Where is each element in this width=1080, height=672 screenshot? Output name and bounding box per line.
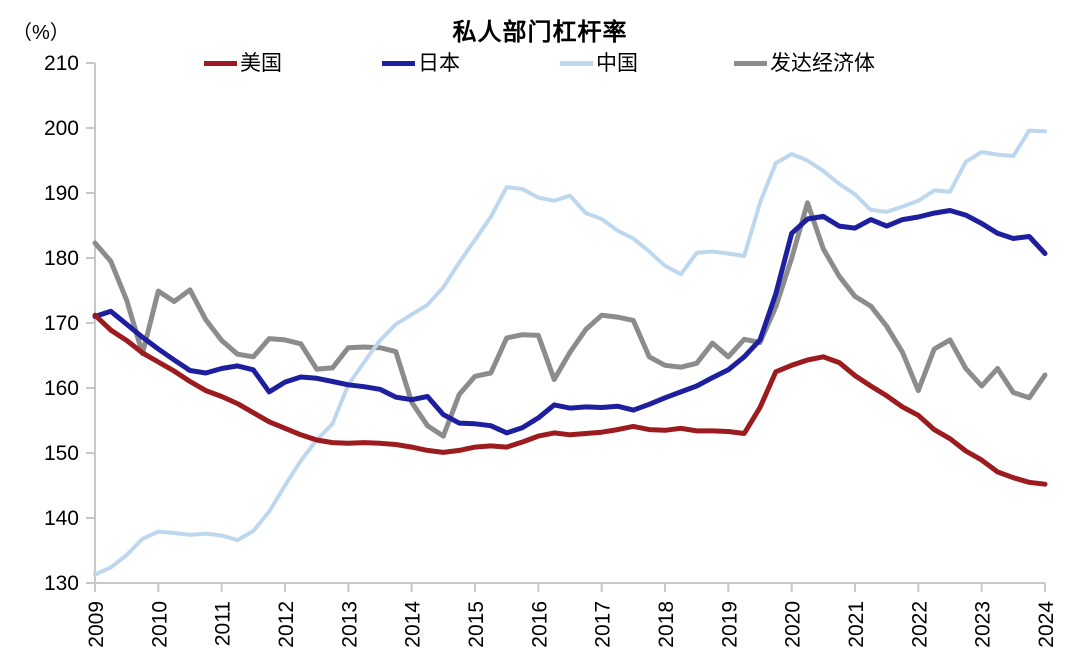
x-tick-label: 2018 [655,601,678,648]
x-tick-label: 2015 [465,601,488,648]
y-axis-unit-label: （%） [12,22,70,44]
x-tick-label: 2012 [275,601,298,648]
legend-swatch-icon [382,60,415,66]
y-tick-label: 180 [44,247,79,270]
legend-label: 中国 [596,51,638,75]
y-tick-label: 200 [44,117,79,140]
x-tick-label: 2022 [908,601,931,648]
y-tick-label: 130 [44,572,79,595]
x-tick-label: 2010 [148,601,171,648]
x-tick-label: 2024 [1035,601,1058,648]
legend-item-美国: 美国 [204,50,282,76]
x-tick-label: 2014 [402,601,425,648]
y-tick-label: 190 [44,182,79,205]
legend-swatch-icon [734,60,767,66]
legend-label: 日本 [418,51,460,75]
series-line-日本 [92,208,1048,436]
x-tick-label: 2017 [592,601,615,648]
x-tick-label: 2020 [782,601,805,648]
legend: 美国 日本 中国 发达经济体 [0,50,1080,76]
y-tick-label: 170 [44,312,79,335]
legend-swatch-icon [204,60,237,66]
x-tick-label: 2016 [528,601,551,648]
x-tick-label: 2019 [718,601,741,648]
series-line-中国 [93,128,1047,577]
x-tick-label: 2023 [972,601,995,648]
y-tick-label: 160 [44,377,79,400]
legend-item-发达经济体: 发达经济体 [734,50,875,76]
x-tick-label: 2011 [212,601,235,646]
legend-item-中国: 中国 [560,50,638,76]
x-tick-label: 2013 [338,601,361,648]
chart-title: 私人部门杠杆率 [452,19,628,46]
series-line-发达经济体 [92,200,1048,439]
x-tick-label: 2009 [85,601,108,648]
legend-swatch-icon [560,60,593,66]
y-tick-label: 140 [44,507,79,530]
y-tick-label: 210 [44,52,79,75]
series-line-美国 [92,312,1048,487]
legend-label: 美国 [240,51,282,75]
y-tick-label: 150 [44,442,79,465]
legend-item-日本: 日本 [382,50,460,76]
legend-label: 发达经济体 [770,51,875,75]
x-tick-label: 2021 [845,601,868,648]
